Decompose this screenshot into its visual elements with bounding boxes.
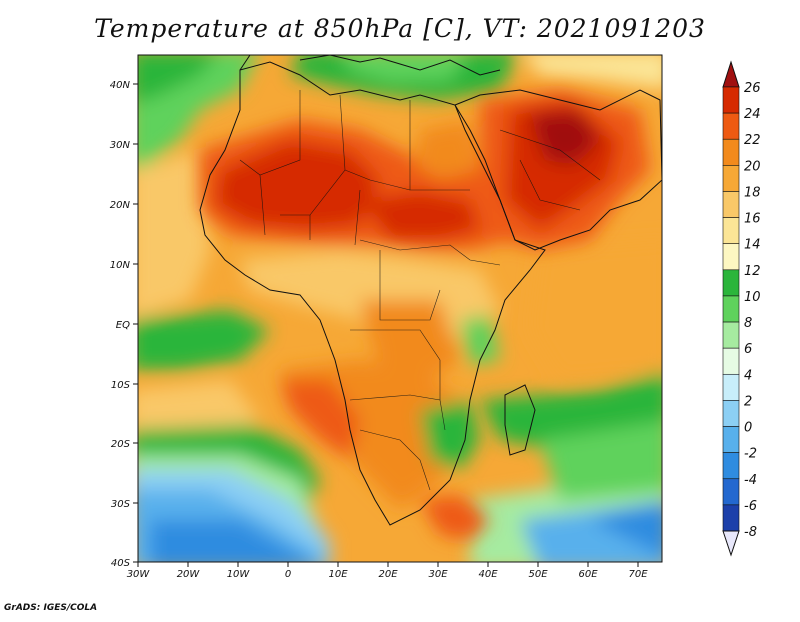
x-tick-label: 30W (127, 569, 151, 580)
colorbar-label: -2 (744, 447, 757, 462)
colorbar-label: 12 (744, 264, 761, 279)
colorbar-swatch (722, 400, 740, 427)
x-tick-label: 20W (177, 569, 201, 580)
temperature-field (138, 55, 662, 562)
colorbar-label: -6 (744, 499, 757, 514)
map-frame (137, 54, 663, 563)
colorbar-swatch (722, 191, 740, 218)
y-tick-label: 10S (111, 380, 131, 391)
colorbar-label: 10 (744, 290, 761, 305)
colorbar-label: -4 (744, 473, 757, 488)
colorbar-label: 16 (744, 212, 761, 227)
colorbar-swatch (722, 321, 740, 349)
coastlines (199, 55, 662, 526)
colorbar-swatch (722, 86, 740, 114)
colorbar-swatch (722, 373, 740, 401)
colorbar-swatch (722, 295, 740, 323)
country-borders (239, 90, 601, 491)
colorbar-label: 20 (744, 159, 761, 174)
colorbar-label: 24 (744, 107, 761, 122)
y-tick-label: 30N (110, 140, 131, 151)
colorbar-label: -8 (744, 525, 757, 540)
x-tick-label: 10W (227, 569, 251, 580)
colorbar-swatch (722, 165, 740, 192)
x-tick-label: 70E (628, 569, 648, 580)
x-tick-label: 0 (285, 569, 291, 580)
y-tick-label: 40S (111, 558, 131, 569)
colorbar-label: 0 (744, 421, 752, 436)
colorbar-label: 2 (744, 394, 752, 409)
x-tick-label: 20E (378, 569, 398, 580)
x-tick-label: 30E (428, 569, 448, 580)
colorbar-under-triangle (722, 530, 740, 557)
y-tick-label: 10N (110, 260, 131, 271)
colorbar-label: 6 (744, 342, 752, 357)
colorbar-swatch (722, 217, 740, 245)
colorbar-swatch (722, 138, 740, 166)
y-tick-label: 20S (111, 439, 131, 450)
y-tick-label: 30S (111, 499, 131, 510)
colorbar-swatch (722, 452, 740, 480)
colorbar-label: 4 (744, 368, 752, 383)
colorbar-swatch (722, 478, 740, 506)
x-tick-label: 40E (478, 569, 498, 580)
colorbar-over-triangle (722, 60, 740, 88)
colorbar-swatch (722, 347, 740, 375)
colorbar-label: 8 (744, 316, 752, 331)
colorbar-label: 14 (744, 238, 761, 253)
colorbar-swatch (722, 269, 740, 297)
colorbar-swatch (722, 243, 740, 271)
x-tick-label: 60E (578, 569, 598, 580)
y-tick-label: EQ (116, 320, 130, 331)
colorbar-label: 22 (744, 133, 761, 148)
x-axis-labels: 30W 20W 10W 0 10E 20E 30E 40E 50E 60E 70… (127, 569, 649, 580)
colorbar-label: 26 (744, 81, 761, 96)
axis-ticks (133, 83, 639, 567)
colorbar-label: 18 (744, 185, 761, 200)
credit-text: GrADS: IGES/COLA (4, 603, 98, 613)
x-tick-label: 50E (528, 569, 548, 580)
map-title: Temperature at 850hPa [C], VT: 202109120… (94, 14, 706, 43)
y-tick-label: 40N (110, 80, 131, 91)
colorbar-swatch (722, 426, 740, 453)
x-tick-label: 10E (328, 569, 348, 580)
y-tick-label: 20N (110, 200, 131, 211)
y-axis-labels: 40N 30N 20N 10N EQ 10S 20S 30S 40S (110, 80, 131, 569)
colorbar-swatch (722, 504, 740, 532)
colorbar-swatch (722, 112, 740, 140)
